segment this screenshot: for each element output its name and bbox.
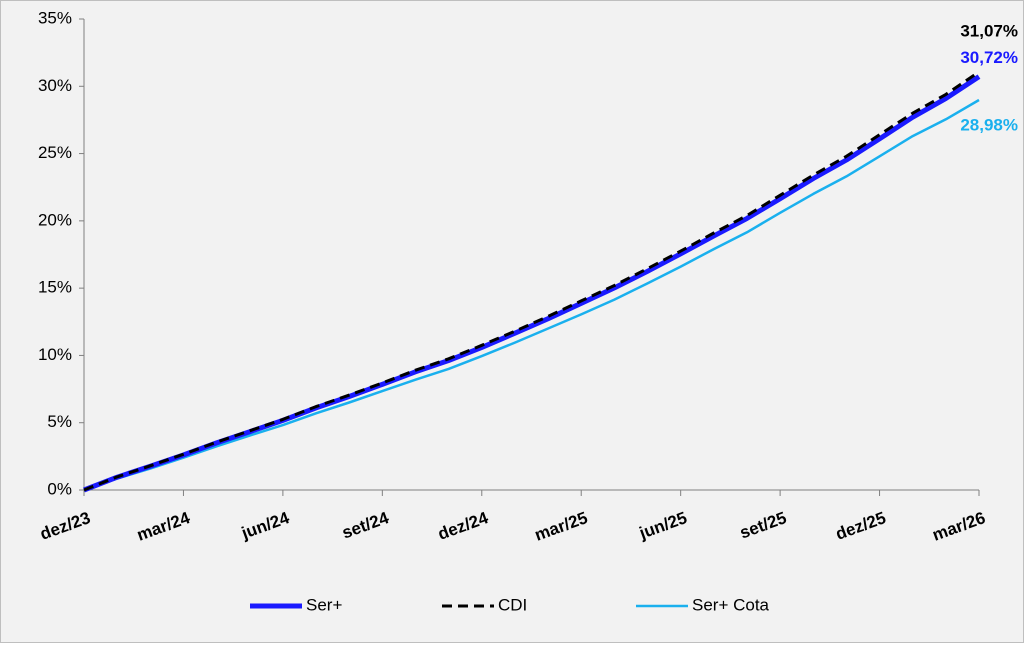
y-tick-label: 5% — [47, 412, 72, 431]
y-tick-label: 10% — [38, 345, 72, 364]
y-tick-label: 30% — [38, 76, 72, 95]
data-label: 28,98% — [960, 115, 1018, 134]
y-tick-label: 25% — [38, 143, 72, 162]
y-tick-label: 20% — [38, 210, 72, 229]
series-line — [83, 74, 981, 493]
y-tick-label: 0% — [47, 479, 72, 498]
legend-label: CDI — [498, 595, 527, 614]
series-line — [83, 98, 980, 492]
data-label: 30,72% — [960, 48, 1018, 67]
y-tick-label: 35% — [38, 8, 72, 27]
y-tick-label: 15% — [38, 278, 72, 297]
legend-label: Ser+ Cota — [692, 595, 770, 614]
data-label: 31,07% — [960, 21, 1018, 40]
legend-label: Ser+ — [306, 595, 342, 614]
